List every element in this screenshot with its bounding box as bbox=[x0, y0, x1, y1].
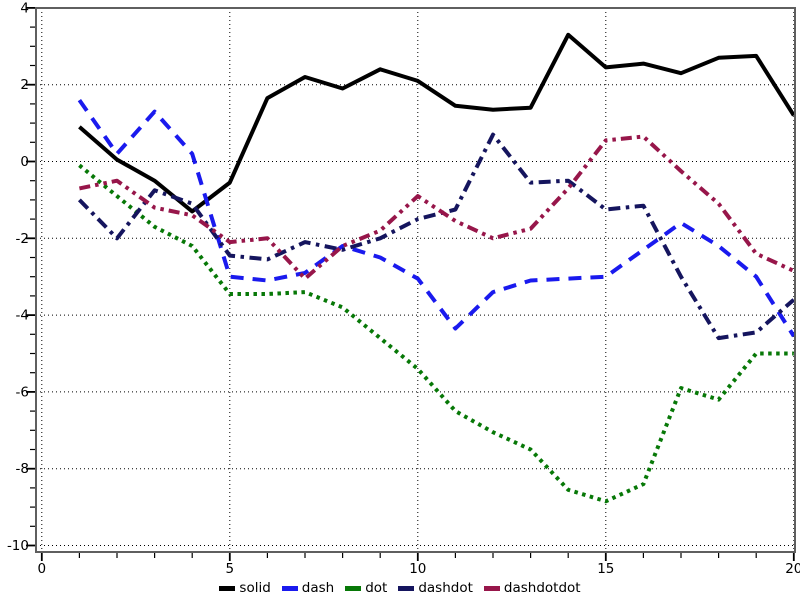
y-tick-label: -6 bbox=[16, 384, 29, 400]
x-axis-labels: 0 5 10 15 20 bbox=[38, 561, 800, 577]
y-axis-labels: 4 2 0 -2 -4 -6 -8 -10 bbox=[7, 0, 29, 554]
series-lines bbox=[77, 32, 796, 504]
y-tick-label: 2 bbox=[20, 77, 29, 93]
x-tick-label: 0 bbox=[38, 561, 47, 577]
x-tick-label: 10 bbox=[409, 561, 426, 577]
series-line-dot bbox=[78, 163, 794, 504]
x-tick-label: 15 bbox=[597, 561, 614, 577]
series-line-solid bbox=[78, 32, 796, 214]
y-axis-ticks bbox=[26, 7, 35, 547]
x-tick-label: 20 bbox=[785, 561, 800, 577]
x-axis-ticks bbox=[40, 553, 795, 561]
grid-lines bbox=[36, 7, 795, 552]
x-tick-label: 5 bbox=[226, 561, 235, 577]
series-line-dash bbox=[77, 98, 796, 338]
y-tick-label: -2 bbox=[16, 231, 29, 247]
y-tick-label: -8 bbox=[16, 461, 29, 477]
y-tick-label: 4 bbox=[20, 0, 29, 16]
series-line-dashdot bbox=[77, 132, 796, 341]
y-tick-label: -4 bbox=[16, 308, 29, 324]
y-tick-label: 0 bbox=[20, 154, 29, 170]
y-tick-label: -10 bbox=[7, 538, 29, 554]
plot-frame bbox=[35, 7, 796, 553]
